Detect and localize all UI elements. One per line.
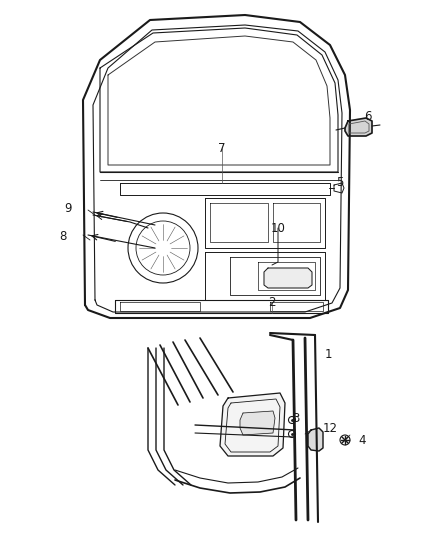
Text: 4: 4 <box>358 433 366 447</box>
Text: 10: 10 <box>271 222 286 235</box>
Text: 5: 5 <box>336 175 344 189</box>
Text: 6: 6 <box>364 110 372 124</box>
Polygon shape <box>240 411 275 435</box>
Polygon shape <box>345 118 372 136</box>
Text: 3: 3 <box>292 411 300 424</box>
Text: 1: 1 <box>324 349 332 361</box>
Text: 9: 9 <box>64 201 72 214</box>
Text: 12: 12 <box>322 422 338 434</box>
Polygon shape <box>220 393 285 456</box>
Polygon shape <box>264 268 312 288</box>
Text: 8: 8 <box>59 230 67 244</box>
Text: 7: 7 <box>218 141 226 155</box>
Polygon shape <box>308 428 323 451</box>
Text: 2: 2 <box>268 296 276 310</box>
